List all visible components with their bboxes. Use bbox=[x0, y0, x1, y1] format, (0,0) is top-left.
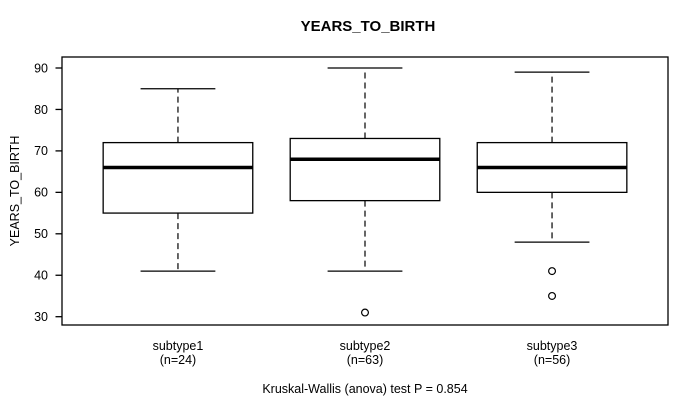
y-tick-label: 70 bbox=[34, 144, 48, 158]
outlier-point-subtype3 bbox=[548, 267, 557, 276]
plot-area-border bbox=[61, 56, 669, 326]
group-label-subtype2: subtype2 bbox=[340, 339, 391, 353]
group-count-subtype1: (n=24) bbox=[160, 353, 196, 367]
boxplot-subtype3 bbox=[476, 71, 628, 300]
y-tick-label: 60 bbox=[34, 186, 48, 200]
chart-title: YEARS_TO_BIRTH bbox=[301, 18, 436, 35]
group-count-subtype2: (n=63) bbox=[347, 353, 383, 367]
boxplot-subtype1 bbox=[102, 88, 254, 272]
outlier-point-subtype2 bbox=[361, 308, 370, 317]
y-axis-ticks: 30 40 50 60 70 80 90 bbox=[34, 61, 62, 324]
stat-test-caption: Kruskal-Wallis (anova) test P = 0.854 bbox=[262, 382, 467, 396]
group-label-subtype1: subtype1 bbox=[153, 339, 204, 353]
y-axis-label: YEARS_TO_BIRTH bbox=[8, 136, 22, 247]
outlier-point-subtype3 bbox=[548, 291, 557, 300]
y-tick-label: 80 bbox=[34, 103, 48, 117]
boxplots bbox=[102, 67, 628, 317]
iqr-box-subtype2 bbox=[289, 137, 441, 202]
y-tick-label: 90 bbox=[34, 61, 48, 75]
boxplot-subtype2 bbox=[289, 67, 441, 317]
y-tick-label: 30 bbox=[34, 310, 48, 324]
group-label-subtype3: subtype3 bbox=[527, 339, 578, 353]
x-axis-group-labels: subtype1(n=24) subtype2(n=63) subtype3(n=5… bbox=[153, 339, 578, 367]
y-tick-label: 40 bbox=[34, 269, 48, 283]
group-count-subtype3: (n=56) bbox=[534, 353, 570, 367]
iqr-box-subtype1 bbox=[102, 141, 254, 214]
y-tick-label: 50 bbox=[34, 227, 48, 241]
